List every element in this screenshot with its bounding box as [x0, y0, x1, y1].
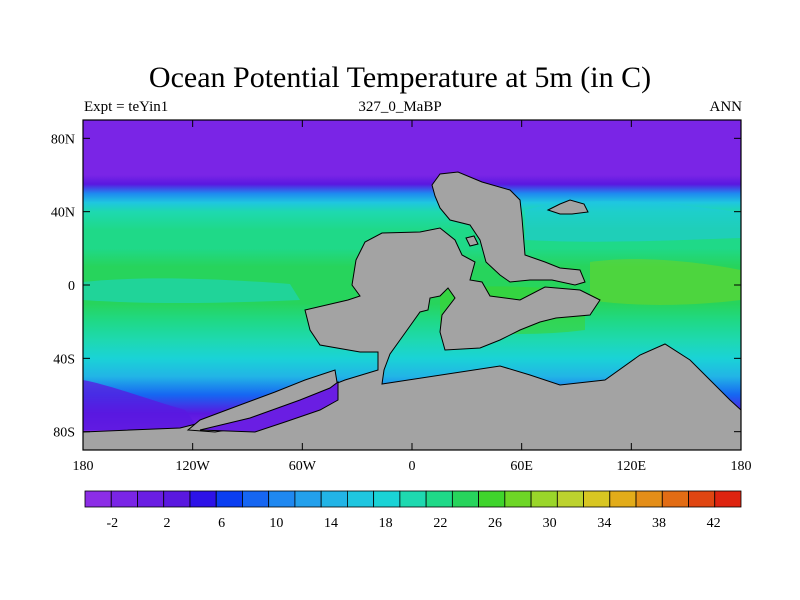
colorbar-swatch	[215, 490, 243, 508]
x-tick-label: 180	[731, 459, 752, 474]
colorbar-swatch	[399, 490, 427, 508]
x-tick-label: 60E	[510, 459, 533, 474]
colorbar-label: 34	[597, 516, 611, 531]
colorbar-swatch	[84, 490, 112, 508]
axis-ticks: 180 120W 60W 0 60E 120E 180 80N 40N 0 40S 80S	[51, 120, 752, 474]
colorbar-swatch	[373, 490, 401, 508]
colorbar-swatch	[714, 490, 742, 508]
land-north-block	[431, 171, 586, 286]
colorbar-swatch	[530, 490, 558, 508]
land-east-island	[546, 199, 589, 215]
colorbar-swatch	[346, 490, 375, 508]
colorbar-label: -2	[106, 516, 118, 531]
x-tick-label: 0	[409, 459, 416, 474]
colorbar-swatch	[189, 490, 217, 508]
land-small-island	[465, 235, 479, 247]
y-tick-label: 0	[68, 279, 75, 294]
colorbar-swatch	[110, 490, 138, 508]
colorbar-label: 14	[324, 516, 338, 531]
chart-title: Ocean Potential Temperature at 5m (in C)	[148, 61, 652, 94]
colorbar-swatch	[556, 490, 584, 508]
colorbar-swatch	[425, 490, 453, 508]
colorbar-swatch	[661, 490, 689, 508]
y-tick-label: 40N	[51, 206, 75, 221]
land-south-ocean-island	[199, 381, 339, 433]
time-label: 327_0_MaBP	[358, 99, 442, 115]
colorbar-swatch	[320, 490, 348, 508]
colorbar-swatch	[163, 490, 191, 508]
cool-tongue-west	[83, 278, 300, 303]
x-tick-label: 60W	[289, 459, 317, 474]
colorbar-swatch	[583, 490, 611, 508]
colorbar-label: 30	[543, 516, 557, 531]
x-tick-label: 120W	[176, 459, 211, 474]
map-layer	[83, 120, 741, 450]
colorbar-swatch	[609, 490, 637, 508]
colorbar-label: 22	[433, 516, 447, 531]
colorbar-swatch	[294, 490, 322, 508]
colorbar-swatch	[635, 490, 663, 508]
colorbar-swatch	[504, 490, 532, 508]
warm-pool-east	[590, 259, 741, 305]
y-tick-label: 80N	[51, 132, 75, 147]
colorbar-label: 42	[707, 516, 721, 531]
colorbar-swatch	[478, 490, 506, 508]
colorbar-label: 26	[488, 516, 502, 531]
y-tick-label: 40S	[53, 352, 75, 367]
colorbar-swatch	[688, 490, 716, 508]
colorbar-label: 18	[379, 516, 393, 531]
land-main-continent	[83, 227, 741, 450]
colorbar-swatch	[268, 490, 296, 508]
season-label: ANN	[709, 99, 743, 115]
experiment-label: Expt = teYin1	[84, 99, 169, 115]
colorbar-label: 2	[164, 516, 171, 531]
y-tick-label: 80S	[53, 426, 75, 441]
x-tick-label: 120E	[617, 459, 647, 474]
colorbar-swatch	[451, 490, 479, 508]
southern-cold-pool	[83, 380, 200, 430]
colorbar-label: 6	[218, 516, 225, 531]
colorbar-label: 38	[652, 516, 666, 531]
x-tick-label: 180	[73, 459, 94, 474]
colorbar: -2 2 6 10 14 18 22 26 30 34 38 42	[84, 490, 742, 531]
colorbar-swatch	[137, 490, 165, 508]
colorbar-swatch	[242, 490, 270, 508]
colorbar-label: 10	[269, 516, 283, 531]
